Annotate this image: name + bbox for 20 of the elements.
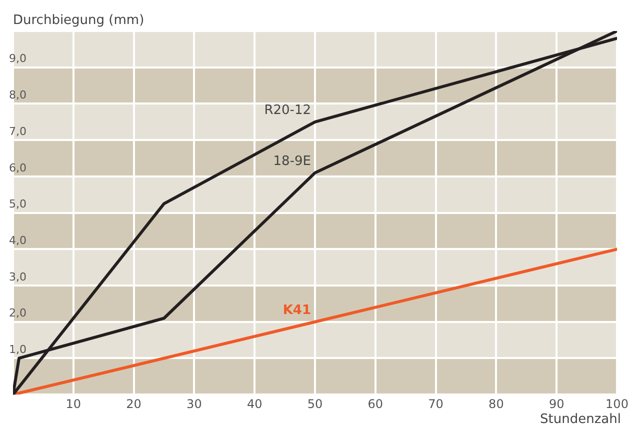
- x-tick-label: 40: [246, 396, 262, 411]
- x-tick-label: 60: [368, 396, 384, 411]
- y-tick-label: 1,0: [9, 343, 26, 356]
- x-tick-label: 50: [307, 396, 323, 411]
- y-axis-title: Durchbiegung (mm): [13, 13, 144, 28]
- series-label: R20-12: [264, 102, 311, 118]
- x-axis-title: Stundenzahl: [540, 412, 621, 425]
- series-label: K41: [282, 302, 311, 318]
- x-tick-label: 20: [126, 396, 142, 411]
- y-tick-label: 9,0: [9, 52, 26, 66]
- y-tick-label: 7,0: [9, 124, 26, 138]
- x-tick-label: 30: [186, 396, 202, 411]
- x-tick-label: 70: [428, 396, 444, 411]
- x-tick-label: 10: [66, 396, 82, 411]
- x-tick-label: 80: [488, 396, 504, 411]
- x-tick-label: 90: [548, 396, 564, 411]
- series-label: 18-9E: [273, 154, 311, 169]
- y-tick-label: 3,0: [9, 270, 26, 284]
- y-tick-label: 5,0: [9, 198, 26, 211]
- x-tick-label: 100: [606, 396, 628, 411]
